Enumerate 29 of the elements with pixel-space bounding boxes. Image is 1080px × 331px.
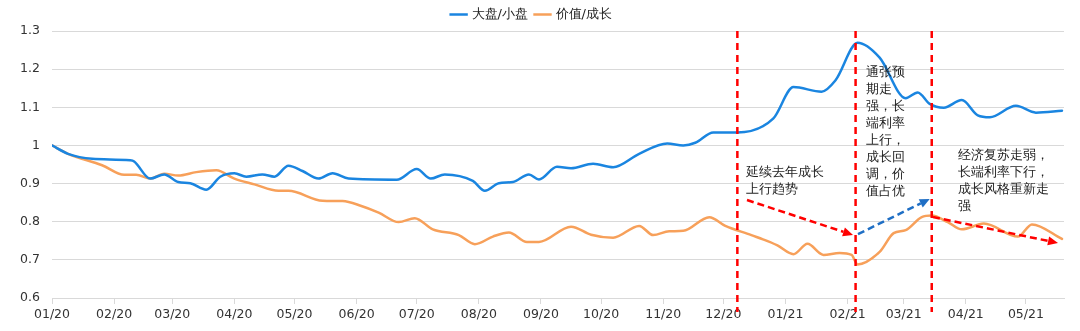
x-tick-label: 03/21	[885, 305, 922, 321]
x-tick-label: 12/20	[705, 305, 742, 321]
x-tick-label: 09/20	[522, 305, 560, 321]
y-tick-label: 1.2	[20, 60, 40, 76]
y-tick-label: 0.9	[20, 174, 41, 190]
y-tick-label: 0.8	[20, 212, 41, 228]
y-tick-label: 1.3	[20, 22, 40, 38]
legend-label: 价值/成长	[554, 5, 612, 21]
y-tick-label: 0.7	[20, 251, 40, 267]
x-tick-label: 08/20	[460, 305, 497, 321]
x-tick-label: 04/21	[947, 305, 984, 321]
y-tick-label: 1	[32, 136, 40, 152]
x-tick-label: 01/21	[767, 305, 804, 321]
x-tick-label: 05/20	[276, 305, 313, 321]
y-tick-label: 0.6	[20, 289, 41, 305]
x-tick-label: 07/20	[398, 305, 435, 321]
x-tick-label: 02/20	[96, 305, 133, 321]
x-tick-label: 03/20	[154, 305, 191, 321]
x-tick-label: 11/20	[645, 305, 682, 321]
annotation: 延续去年成长上行趋势	[746, 163, 825, 197]
x-tick-label: 04/20	[216, 305, 253, 321]
x-tick-label: 01/20	[33, 305, 71, 321]
legend-label: 大盘/小盘	[471, 5, 529, 21]
y-tick-label: 1.1	[20, 98, 40, 114]
x-tick-label: 10/20	[583, 305, 620, 321]
x-tick-label: 05/21	[1007, 305, 1044, 321]
x-tick-label: 06/20	[338, 305, 375, 321]
annotation: 经济复苏走弱，长端利率下行，成长风格重新走强	[958, 146, 1050, 214]
x-tick-label: 02/21	[829, 305, 866, 321]
